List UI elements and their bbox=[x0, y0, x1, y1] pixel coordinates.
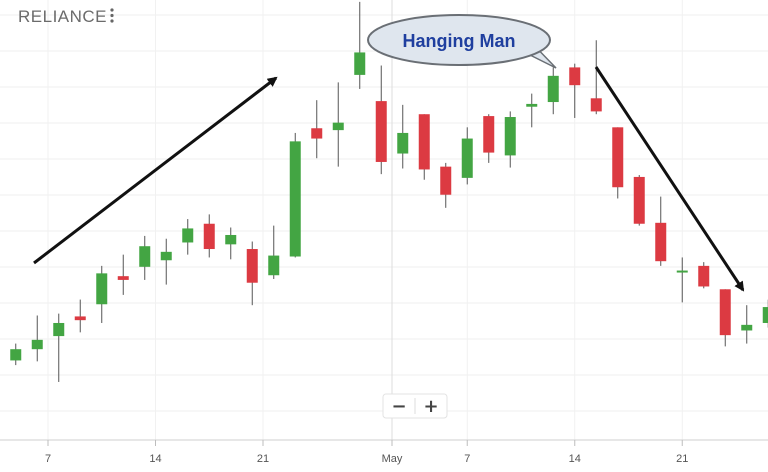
candle bbox=[268, 225, 280, 279]
candle-body bbox=[203, 223, 215, 250]
candle bbox=[375, 65, 387, 175]
x-tick-label: 21 bbox=[676, 453, 688, 465]
x-tick-label: May bbox=[382, 453, 403, 465]
candle-body bbox=[676, 270, 688, 273]
candle bbox=[719, 289, 731, 347]
candle bbox=[139, 235, 151, 280]
candle bbox=[526, 93, 538, 128]
candle-body bbox=[762, 307, 768, 323]
x-axis-ticks: 7 14 21 May 7 14 21 bbox=[45, 440, 688, 465]
candle-body bbox=[526, 103, 538, 107]
candle bbox=[590, 40, 602, 115]
candle-body bbox=[268, 255, 280, 276]
x-tick-label: 14 bbox=[569, 453, 581, 465]
zoom-in-button[interactable]: + bbox=[415, 394, 447, 418]
candle-body bbox=[354, 52, 366, 75]
candle-body bbox=[225, 234, 237, 245]
candle-body bbox=[160, 251, 172, 261]
candle bbox=[225, 227, 237, 260]
x-tick-label: 14 bbox=[149, 453, 161, 465]
candle bbox=[74, 299, 86, 333]
candle bbox=[31, 315, 43, 362]
zoom-controls: − + bbox=[382, 393, 448, 419]
hanging-man-callout: Hanging Man bbox=[367, 14, 557, 69]
candle bbox=[569, 63, 581, 118]
candle bbox=[354, 1, 366, 89]
zoom-out-button[interactable]: − bbox=[383, 394, 415, 418]
candle-body bbox=[719, 289, 731, 336]
candle bbox=[332, 82, 344, 167]
candle-body bbox=[311, 128, 323, 139]
candle-body bbox=[741, 324, 753, 331]
candle bbox=[762, 299, 768, 328]
candle bbox=[117, 254, 129, 295]
candle-body bbox=[418, 114, 430, 170]
candle bbox=[655, 196, 667, 266]
candle bbox=[182, 219, 194, 255]
symbol-name: RELIANCE bbox=[18, 7, 107, 26]
candle-body bbox=[96, 273, 108, 305]
candle-body bbox=[246, 249, 258, 283]
candle bbox=[483, 114, 495, 163]
callout-label: Hanging Man bbox=[403, 31, 516, 51]
candle bbox=[612, 127, 624, 199]
candle-body bbox=[10, 349, 22, 361]
candle-body bbox=[375, 101, 387, 162]
candle-body bbox=[53, 322, 65, 337]
candle-body bbox=[547, 75, 559, 103]
candle bbox=[741, 305, 753, 344]
candle-body bbox=[139, 246, 151, 267]
candle-body bbox=[397, 132, 409, 154]
candle bbox=[311, 100, 323, 159]
downtrend-arrow bbox=[594, 66, 745, 292]
candles-layer bbox=[10, 1, 768, 382]
candle bbox=[160, 238, 172, 285]
candle-body bbox=[633, 176, 645, 224]
candle bbox=[461, 127, 473, 185]
x-tick-label: 7 bbox=[464, 453, 470, 465]
candle-body bbox=[590, 98, 602, 112]
candle bbox=[203, 214, 215, 258]
candle bbox=[418, 114, 430, 180]
uptrend-arrow bbox=[33, 76, 278, 265]
candle-body bbox=[332, 122, 344, 131]
candle-body bbox=[182, 228, 194, 243]
candle bbox=[246, 241, 258, 306]
vertical-dots-icon[interactable] bbox=[110, 8, 114, 23]
candle bbox=[96, 265, 108, 323]
x-tick-label: 7 bbox=[45, 453, 51, 465]
candle bbox=[53, 313, 65, 382]
candle-body bbox=[612, 127, 624, 188]
grid-lines bbox=[0, 0, 768, 440]
candle bbox=[289, 132, 301, 258]
candle bbox=[676, 257, 688, 303]
candle-body bbox=[289, 141, 301, 257]
candle bbox=[10, 343, 22, 366]
candle bbox=[440, 162, 452, 208]
candle bbox=[397, 104, 409, 169]
candle-body bbox=[698, 265, 710, 287]
x-tick-label: 21 bbox=[257, 453, 269, 465]
candle-body bbox=[74, 316, 86, 321]
candle bbox=[547, 67, 559, 115]
candle-body bbox=[504, 117, 516, 156]
candle-body bbox=[655, 222, 667, 262]
zoom-in-label: + bbox=[423, 396, 438, 417]
candle-body bbox=[483, 116, 495, 153]
zoom-out-label: − bbox=[391, 396, 406, 417]
callout-bubble bbox=[367, 14, 551, 66]
candle bbox=[504, 111, 516, 168]
candle-body bbox=[117, 276, 129, 280]
candle bbox=[633, 175, 645, 226]
candle bbox=[698, 262, 710, 289]
candle-body bbox=[461, 138, 473, 178]
candle-body bbox=[440, 166, 452, 195]
candle-body bbox=[569, 67, 581, 86]
candle-body bbox=[31, 339, 43, 350]
